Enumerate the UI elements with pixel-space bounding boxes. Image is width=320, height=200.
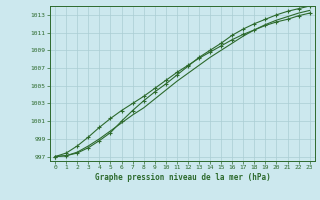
- X-axis label: Graphe pression niveau de la mer (hPa): Graphe pression niveau de la mer (hPa): [94, 173, 270, 182]
